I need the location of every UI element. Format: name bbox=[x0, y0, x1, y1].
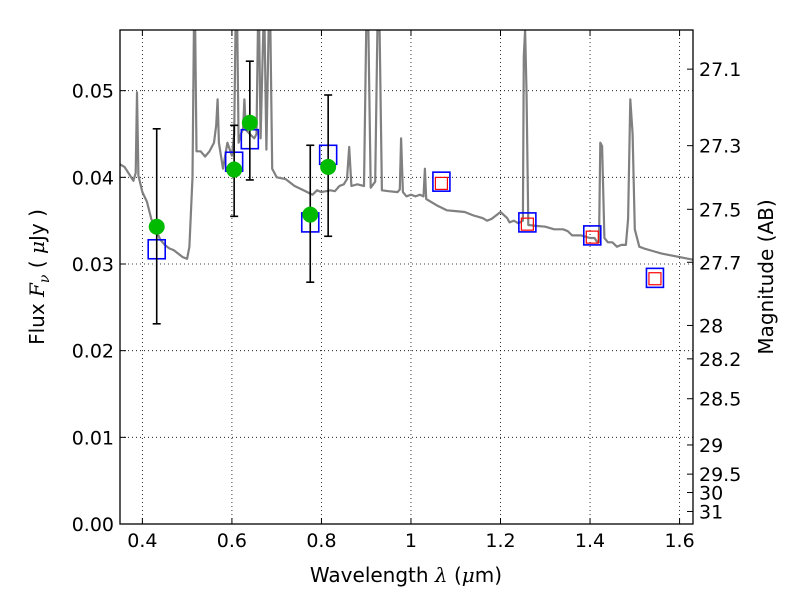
y2-tick-label: 27.5 bbox=[699, 199, 741, 221]
x-axis-label: Wavelength λ (μm) bbox=[310, 563, 502, 587]
y2-tick-label: 27.1 bbox=[699, 59, 741, 81]
x-tick-label: 0.4 bbox=[127, 530, 157, 552]
y2-tick-label: 27.7 bbox=[699, 252, 741, 274]
y2-tick-label: 31 bbox=[699, 501, 723, 523]
observed-point-red bbox=[585, 230, 599, 244]
y-tick-label: 0.03 bbox=[72, 254, 114, 276]
x-tick-label: 1.6 bbox=[664, 530, 694, 552]
y2-tick-label: 27.3 bbox=[699, 136, 741, 158]
observed-point-green bbox=[320, 158, 337, 175]
observed-point-red bbox=[520, 217, 534, 231]
observed-point-green bbox=[302, 206, 319, 223]
observed-point-red bbox=[434, 176, 449, 190]
model-photometry-square bbox=[582, 225, 602, 246]
plot-frame bbox=[119, 29, 694, 525]
y-axis-label: Flux Fν ( μJy ) bbox=[25, 209, 53, 345]
y2-tick-label: 29.5 bbox=[699, 464, 741, 486]
x-tick-label: 1 bbox=[405, 530, 417, 552]
y2-tick-label: 28.5 bbox=[699, 389, 741, 411]
y2-tick-label: 30 bbox=[699, 483, 723, 505]
y2-tick-label: 28.2 bbox=[699, 349, 741, 371]
y2-tick-label: 28 bbox=[699, 315, 723, 337]
y-tick-label: 0.05 bbox=[72, 81, 114, 103]
model-photometry-square bbox=[518, 212, 537, 233]
y-tick-label: 0.02 bbox=[72, 341, 114, 363]
observed-point-red bbox=[648, 272, 662, 286]
observed-point-green bbox=[226, 161, 243, 178]
y-tick-label: 0.04 bbox=[72, 167, 114, 189]
y2-tick-label: 29 bbox=[699, 435, 723, 457]
model-photometry-square bbox=[645, 267, 665, 289]
observed-point-green bbox=[241, 114, 258, 131]
y-tick-label: 0.01 bbox=[72, 427, 114, 449]
plot-content bbox=[120, 30, 693, 325]
model-photometry-square bbox=[432, 171, 451, 192]
x-tick-label: 0.8 bbox=[306, 530, 336, 552]
axes: 0.4 0.6 0.8 1 1.2 1.4 1.6 0.00 0.01 0.02 0.03 0.04 0… bbox=[72, 30, 741, 552]
spectrum-line bbox=[120, 30, 693, 261]
x-tick-label: 1.2 bbox=[485, 530, 515, 552]
y-tick-label: 0.00 bbox=[72, 514, 114, 536]
plot-area-background bbox=[120, 30, 693, 524]
observed-point-green bbox=[148, 218, 165, 235]
y2-axis-label: Magnitude (AB) bbox=[754, 199, 778, 354]
x-tick-label: 0.6 bbox=[217, 530, 247, 552]
x-tick-label: 1.4 bbox=[575, 530, 605, 552]
